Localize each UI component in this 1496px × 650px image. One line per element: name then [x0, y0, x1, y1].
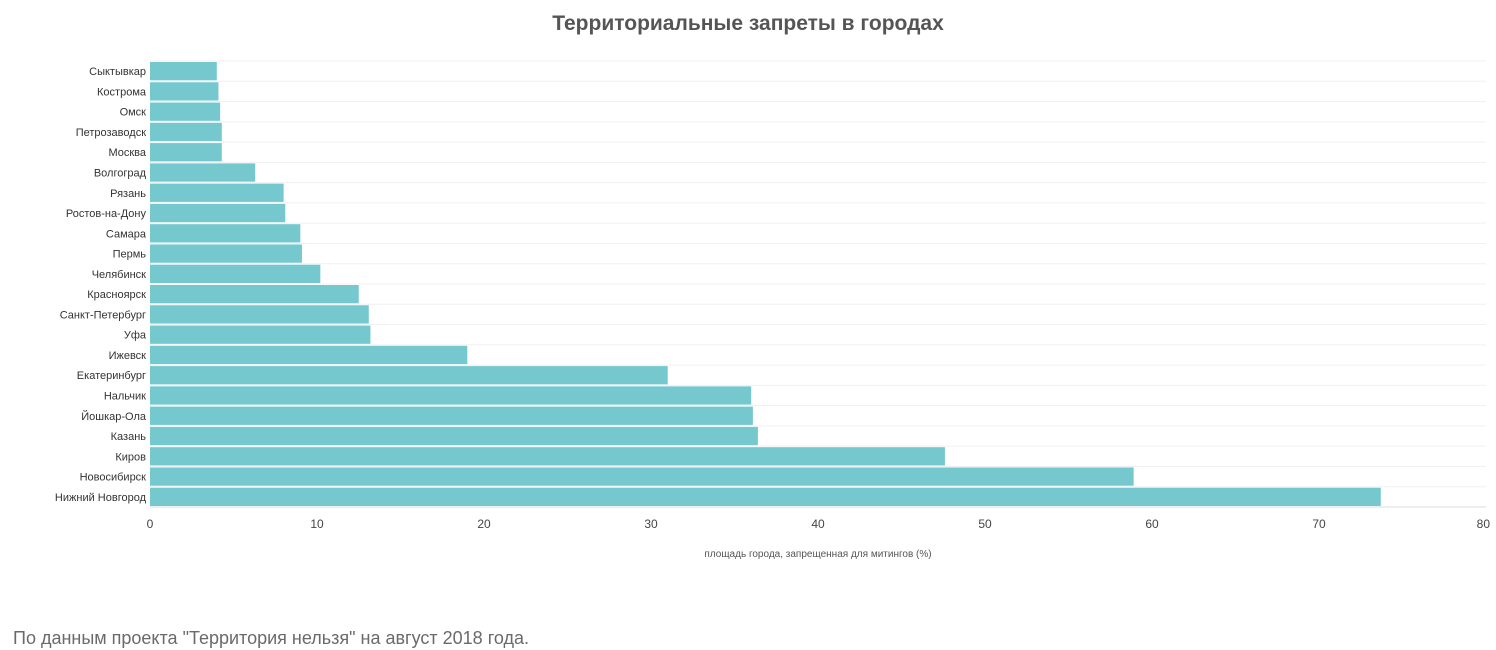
bar[interactable]: [150, 305, 369, 324]
bar[interactable]: [150, 426, 758, 446]
category-label: Новосибирск: [80, 472, 147, 484]
category-label: Ростов-на-Дону: [66, 208, 147, 220]
category-label: Нальчик: [104, 391, 146, 403]
x-tick-label: 60: [1145, 517, 1159, 531]
category-label: Самара: [106, 228, 147, 240]
bar[interactable]: [150, 143, 222, 162]
category-label: Екатеринбург: [77, 370, 146, 382]
bar[interactable]: [150, 62, 217, 81]
x-tick-label: 80: [1477, 517, 1491, 531]
category-label: Казань: [111, 431, 147, 443]
x-tick-label: 30: [644, 517, 658, 531]
bar[interactable]: [150, 264, 321, 283]
bar[interactable]: [150, 163, 256, 182]
category-label: Омск: [120, 107, 147, 119]
category-label: Красноярск: [87, 289, 146, 301]
category-label: Ижевск: [109, 350, 147, 362]
bars: [150, 62, 1381, 506]
bar[interactable]: [150, 406, 753, 425]
category-label: Уфа: [124, 330, 147, 342]
category-label: Пермь: [113, 249, 147, 261]
category-labels: Сыктывкар Кострома Омск Петрозаводск Москва В…: [55, 66, 147, 504]
x-axis-ticks: 0 10 20 30 40 50 60 70 80: [147, 517, 1491, 531]
category-label: Рязань: [110, 188, 146, 200]
category-label: Челябинск: [92, 269, 146, 281]
category-label: Киров: [115, 451, 146, 463]
chart-title: Территориальные запреты в городах: [552, 12, 944, 35]
bar[interactable]: [150, 467, 1134, 486]
bar[interactable]: [150, 325, 371, 344]
bar[interactable]: [150, 447, 945, 466]
x-axis-title: площадь города, запрещенная для митингов…: [704, 549, 931, 560]
bar-chart: Сыктывкар Кострома Омск Петрозаводск Москва В…: [55, 60, 1491, 560]
bar[interactable]: [150, 345, 468, 365]
x-tick-label: 20: [477, 517, 491, 531]
x-tick-label: 40: [811, 517, 825, 531]
x-tick-label: 70: [1312, 517, 1326, 531]
x-tick-label: 0: [147, 517, 154, 531]
category-label: Йошкар-Ола: [81, 410, 147, 423]
x-tick-label: 10: [310, 517, 324, 531]
bar[interactable]: [150, 82, 219, 101]
x-tick-label: 50: [978, 517, 992, 531]
category-label: Санкт-Петербург: [60, 309, 146, 321]
bar[interactable]: [150, 244, 302, 263]
bar[interactable]: [150, 102, 221, 121]
grid-lines: [150, 60, 1486, 508]
source-note: По данным проекта "Территория нельзя" на…: [13, 628, 529, 648]
category-label: Москва: [108, 147, 146, 159]
bar[interactable]: [150, 183, 284, 202]
bar[interactable]: [150, 366, 668, 385]
bar[interactable]: [150, 285, 359, 304]
category-label: Волгоград: [94, 168, 147, 180]
bar[interactable]: [150, 122, 222, 142]
bar[interactable]: [150, 203, 286, 223]
category-label: Сыктывкар: [89, 66, 146, 78]
bar[interactable]: [150, 487, 1381, 506]
category-label: Петрозаводск: [76, 127, 146, 139]
bar[interactable]: [150, 386, 752, 405]
bar[interactable]: [150, 224, 301, 243]
category-label: Нижний Новгород: [55, 492, 147, 504]
category-label: Кострома: [97, 86, 147, 98]
